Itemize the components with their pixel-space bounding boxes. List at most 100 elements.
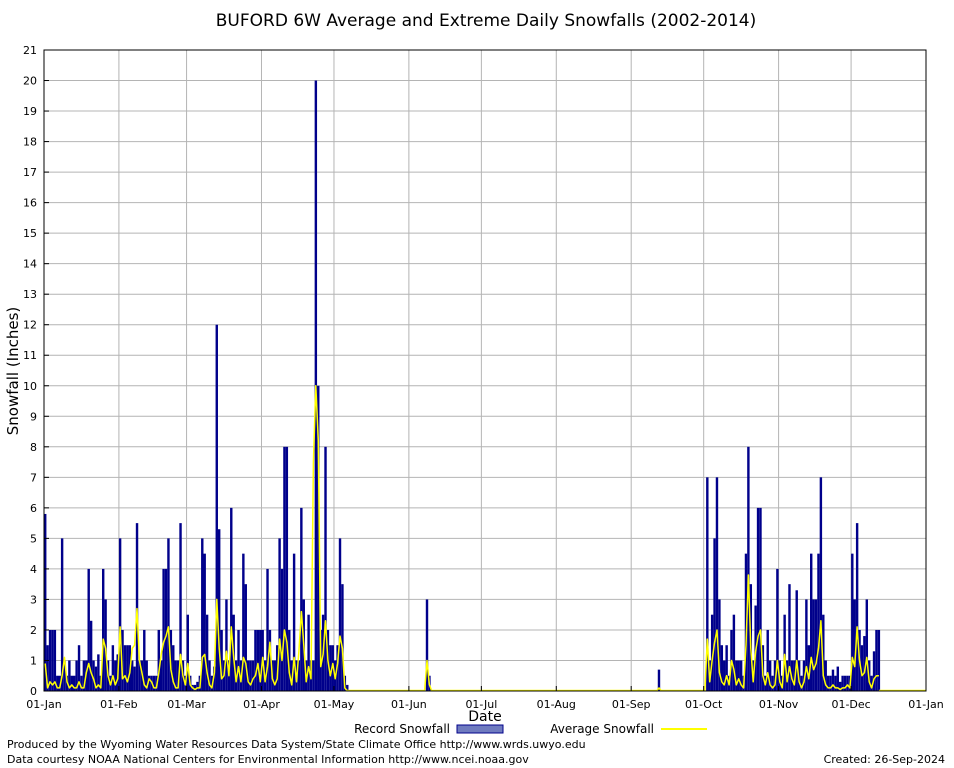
record-snowfall-bar <box>657 669 661 691</box>
record-snowfall-bar <box>123 645 127 691</box>
record-snowfall-bar <box>244 584 247 691</box>
record-snowfall-bar <box>213 666 216 691</box>
record-snowfall-bar <box>732 614 736 691</box>
record-snowfall-bar <box>215 324 218 691</box>
x-tick-label: 01-Apr <box>243 698 280 711</box>
record-snowfall-bar <box>713 538 716 691</box>
chart-title: BUFORD 6W Average and Extreme Daily Snow… <box>216 11 757 31</box>
record-snowfall-bar <box>285 446 289 691</box>
record-snowfall-bar <box>268 629 272 691</box>
record-snowfall-bar <box>82 660 86 691</box>
record-snowfall-bar <box>771 675 774 691</box>
record-snowfall-bar <box>94 666 98 691</box>
record-snowfall-bar <box>60 538 64 691</box>
x-tick-label: 01-May <box>314 698 355 711</box>
record-snowfall-bar <box>179 523 182 691</box>
record-snowfall-bar <box>97 654 100 691</box>
record-snowfall-bar <box>853 599 856 691</box>
record-snowfall-bar <box>824 660 827 691</box>
record-snowfall-bar <box>834 675 837 691</box>
record-snowfall-bar <box>278 538 281 691</box>
x-axis-label: Date <box>468 709 501 725</box>
record-snowfall-bar <box>312 660 315 691</box>
record-snowfall-bar <box>776 568 779 691</box>
record-snowfall-bar <box>283 446 286 691</box>
record-snowfall-bar <box>152 675 156 691</box>
record-snowfall-bar <box>254 629 257 691</box>
average-snowfall-segment <box>656 687 662 692</box>
record-snowfall-bar <box>795 590 798 691</box>
record-snowfall-bar <box>130 660 134 691</box>
record-snowfall-bar <box>324 446 327 691</box>
record-snowfall-bar <box>58 675 61 691</box>
record-snowfall-bar <box>829 675 832 691</box>
record-snowfall-bar <box>196 681 199 691</box>
record-snowfall-bar <box>718 599 721 691</box>
footer-courtesy: Data courtesy NOAA National Centers for … <box>7 753 529 766</box>
record-snowfall-bar <box>807 645 811 691</box>
record-snowfall-bar <box>877 629 881 691</box>
record-snowfall-bar <box>800 675 803 691</box>
record-snowfall-bar <box>126 645 129 691</box>
y-tick-label: 11 <box>23 349 37 362</box>
y-tick-label: 9 <box>30 410 37 423</box>
record-snowfall-bar <box>203 553 206 691</box>
record-snowfall-bar <box>251 660 255 691</box>
record-snowfall-bar <box>793 660 796 691</box>
record-snowfall-bar <box>138 660 141 691</box>
record-snowfall-bar <box>723 660 726 691</box>
record-snowfall-bar <box>220 629 223 691</box>
record-snowfall-bar <box>46 645 49 691</box>
record-snowfall-bar <box>75 660 78 691</box>
x-tick-label: 01-Nov <box>759 698 799 711</box>
record-snowfall-bar <box>208 660 211 691</box>
legend: Record Snowfall Average Snowfall <box>354 722 707 736</box>
record-snowfall-bar <box>710 614 714 691</box>
record-snowfall-bar <box>826 675 830 691</box>
record-snowfall-bar <box>147 675 151 691</box>
y-tick-label: 20 <box>23 75 37 88</box>
y-tick-label: 13 <box>23 288 37 301</box>
y-tick-label: 18 <box>23 136 37 149</box>
record-snowfall-bar <box>217 529 221 691</box>
x-tick-label: 01-Feb <box>100 698 137 711</box>
record-snowfall-bar <box>346 684 349 691</box>
record-snowfall-bar <box>242 553 245 691</box>
record-snowfall-bar <box>104 599 107 691</box>
x-tick-label: 01-Jul <box>465 698 497 711</box>
record-snowfall-bar <box>851 553 854 691</box>
record-snowfall-bar <box>121 629 124 691</box>
record-snowfall-bar <box>114 660 117 691</box>
x-tick-label: 01-Jan <box>908 698 944 711</box>
y-tick-label: 1 <box>30 654 37 667</box>
record-snowfall-bar <box>70 675 73 691</box>
record-snowfall-bar <box>118 538 122 691</box>
footer-created: Created: 26-Sep-2024 <box>823 753 945 766</box>
record-snowfall-bar <box>230 507 233 691</box>
y-tick-label: 5 <box>30 532 37 545</box>
y-tick-label: 2 <box>30 624 37 637</box>
record-snowfall-bar <box>822 614 825 691</box>
grid-lines <box>44 50 926 691</box>
record-snowfall-bar <box>193 684 197 691</box>
record-snowfall-bar <box>329 645 332 691</box>
y-tick-label: 21 <box>23 44 37 57</box>
record-snowfall-bar <box>725 645 728 691</box>
record-snowfall-bar <box>773 660 777 691</box>
y-tick-label: 8 <box>30 441 37 454</box>
average-snowfall-segment <box>704 574 879 692</box>
record-snowfall-bar <box>56 675 59 691</box>
record-snowfall-bar <box>307 614 310 691</box>
record-snowfall-bar <box>256 629 260 691</box>
y-tick-label: 3 <box>30 593 37 606</box>
record-snowfall-bar <box>735 660 738 691</box>
y-tick-label: 0 <box>30 685 37 698</box>
record-snowfall-bar <box>744 553 748 691</box>
record-snowfall-bar <box>292 553 296 691</box>
record-snowfall-bar <box>805 599 808 691</box>
x-tick-label: 01-Jan <box>26 698 62 711</box>
record-snowfall-bar <box>174 660 177 691</box>
record-snowfall-bar <box>737 660 740 691</box>
record-snowfall-bar <box>814 599 818 691</box>
